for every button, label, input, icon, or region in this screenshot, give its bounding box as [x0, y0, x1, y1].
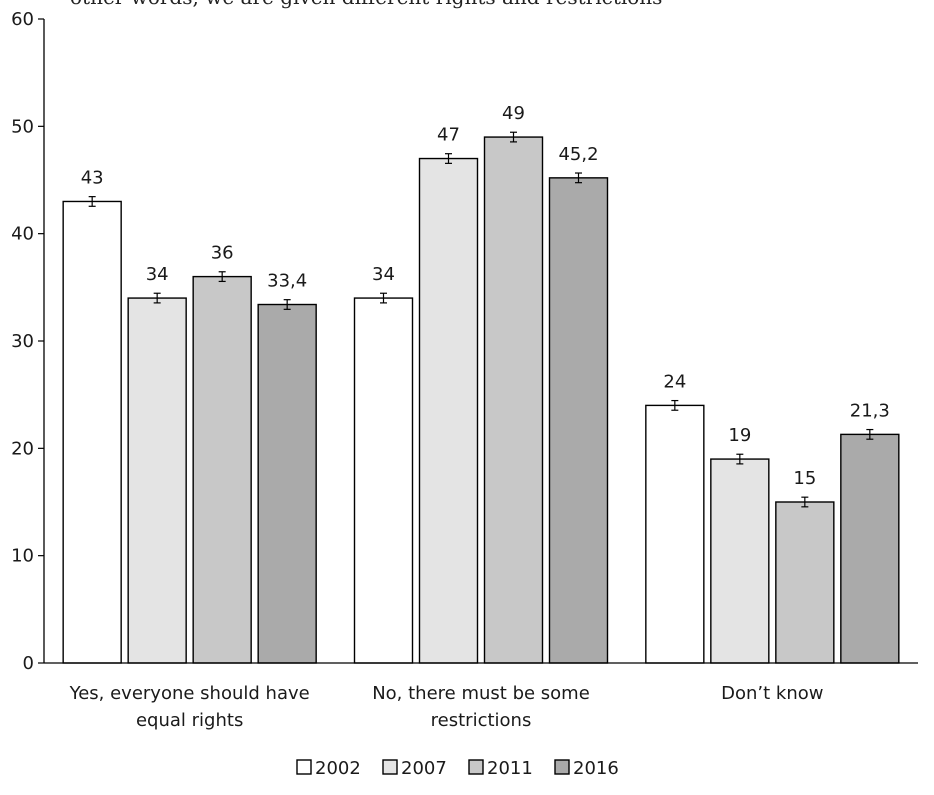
data-label: 34 [146, 264, 169, 285]
y-tick-label: 0 [23, 653, 34, 674]
legend-swatch [296, 759, 312, 775]
bars-group: 43 34 36 33,4 34 47 49 45,2 24 19 15 21,3 [62, 103, 900, 664]
error-bar [218, 271, 226, 283]
bar-2011 [192, 275, 252, 664]
data-label: 45,2 [558, 144, 598, 165]
x-axis: Yes, everyone should have equal rights No,… [44, 662, 918, 731]
x-category-label: Don’t know [721, 683, 823, 704]
cut-off-heading: other words, we are given different righ… [70, 0, 662, 9]
bar-2016 [257, 303, 317, 664]
error-bar [736, 453, 744, 465]
error-bar [866, 428, 874, 440]
error-bar [380, 292, 387, 304]
legend-label: 2011 [487, 758, 533, 779]
y-tick-label: 50 [11, 116, 34, 137]
bar-2016 [840, 433, 900, 664]
legend-item-2007: 2007 [382, 758, 447, 779]
error-bar [153, 292, 161, 304]
legend-swatch [468, 759, 484, 775]
bar-2007 [710, 458, 770, 664]
legend: 2002 2007 2011 2016 [296, 758, 619, 779]
bar-2002 [353, 297, 414, 664]
y-axis: 0 10 20 30 40 50 60 [11, 9, 45, 674]
bar-2002 [645, 404, 705, 664]
x-category-label: No, there must be some [372, 683, 590, 704]
error-bar [88, 196, 96, 207]
x-category-label: restrictions [431, 710, 532, 731]
cut-off-heading-text: other words, we are given different righ… [70, 0, 662, 9]
legend-label: 2007 [401, 758, 447, 779]
error-bar [445, 153, 452, 164]
error-bar [575, 172, 582, 184]
legend-label: 2016 [573, 758, 619, 779]
legend-item-2002: 2002 [296, 758, 361, 779]
data-label: 36 [211, 243, 234, 264]
legend-swatch [382, 759, 398, 775]
bar-2016 [548, 177, 609, 664]
data-label: 21,3 [850, 400, 890, 421]
legend-label: 2002 [315, 758, 361, 779]
bar-2007 [127, 297, 187, 664]
data-label: 15 [793, 468, 816, 489]
legend-item-2016: 2016 [554, 758, 619, 779]
legend-item-2011: 2011 [468, 758, 533, 779]
data-label: 47 [437, 125, 460, 146]
y-tick-label: 20 [11, 438, 34, 459]
bar-2002 [62, 200, 122, 664]
y-tick-label: 60 [11, 9, 34, 30]
data-label: 33,4 [267, 271, 307, 292]
data-label: 43 [81, 167, 104, 188]
x-category-label: Yes, everyone should have [69, 683, 310, 704]
bar-2011 [775, 501, 835, 664]
data-label: 49 [502, 103, 525, 124]
bar-2007 [418, 157, 479, 664]
y-tick-label: 40 [11, 224, 34, 245]
y-tick-label: 10 [11, 546, 34, 567]
error-bar [510, 131, 517, 143]
data-label: 24 [663, 371, 686, 392]
x-category-label: equal rights [136, 710, 243, 731]
bar-2011 [483, 136, 544, 664]
data-label: 19 [728, 425, 751, 446]
error-bar [283, 299, 291, 310]
error-bar [671, 399, 679, 411]
error-bar [801, 496, 809, 508]
legend-swatch [554, 759, 570, 775]
y-tick-label: 30 [11, 331, 34, 352]
data-label: 34 [372, 264, 395, 285]
